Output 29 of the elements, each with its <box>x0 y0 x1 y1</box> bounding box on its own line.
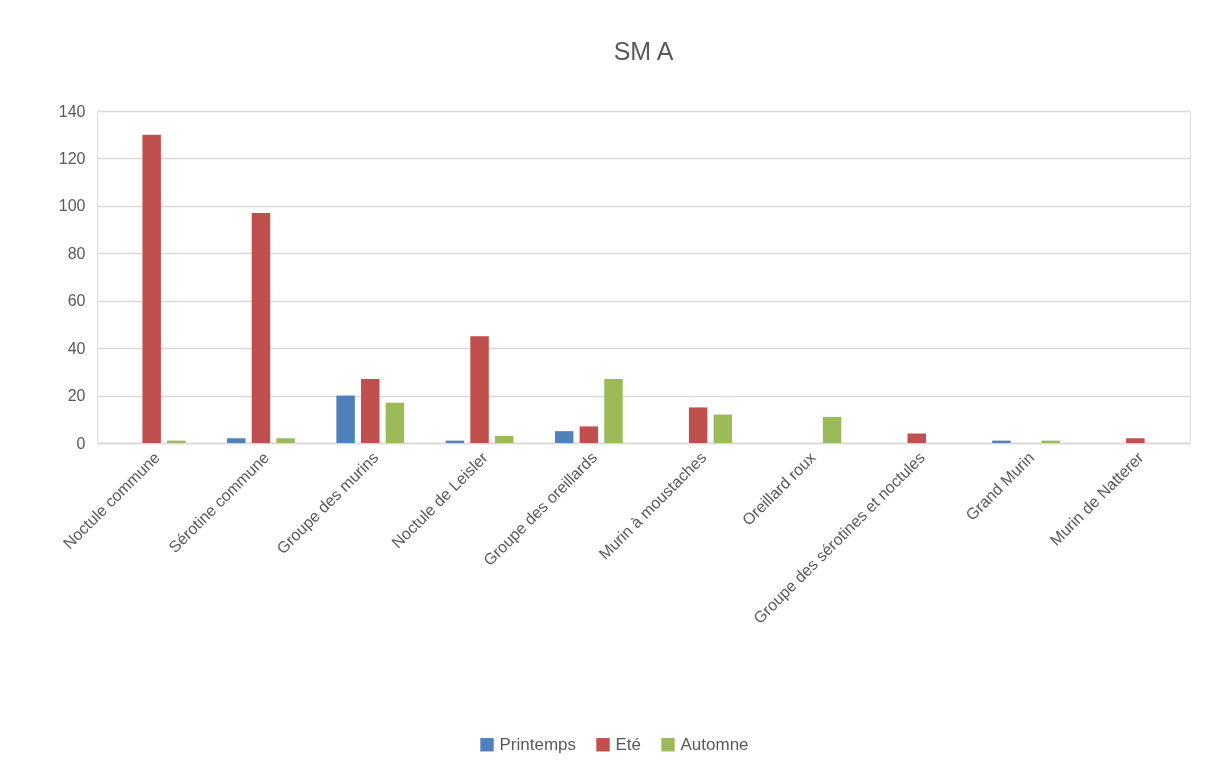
y-tick-label: 100 <box>58 197 86 215</box>
y-tick-label: 60 <box>67 292 86 310</box>
bar <box>579 426 599 443</box>
bar <box>604 378 623 443</box>
bar <box>276 438 295 443</box>
legend-label: Automne <box>680 734 749 754</box>
bar <box>713 414 733 443</box>
chart-title: SM A <box>613 37 674 65</box>
bar <box>1126 438 1145 443</box>
bar <box>554 431 574 443</box>
bar <box>227 438 246 443</box>
bar <box>336 395 355 443</box>
bar <box>822 416 842 443</box>
y-tick-label: 140 <box>58 102 86 120</box>
bar <box>907 433 926 443</box>
legend-label: Printemps <box>499 734 577 754</box>
bar <box>688 407 708 443</box>
y-tick-label: 120 <box>58 149 86 167</box>
bar <box>251 212 271 443</box>
y-tick-label: 80 <box>67 244 86 262</box>
bar <box>142 134 161 443</box>
y-tick-label: 40 <box>67 339 86 357</box>
legend-label: Eté <box>615 734 642 754</box>
y-tick-label: 0 <box>76 434 86 452</box>
bar <box>494 435 514 443</box>
bar <box>470 336 489 443</box>
bar <box>361 378 380 443</box>
y-tick-label: 20 <box>67 387 86 405</box>
bar <box>385 402 405 443</box>
